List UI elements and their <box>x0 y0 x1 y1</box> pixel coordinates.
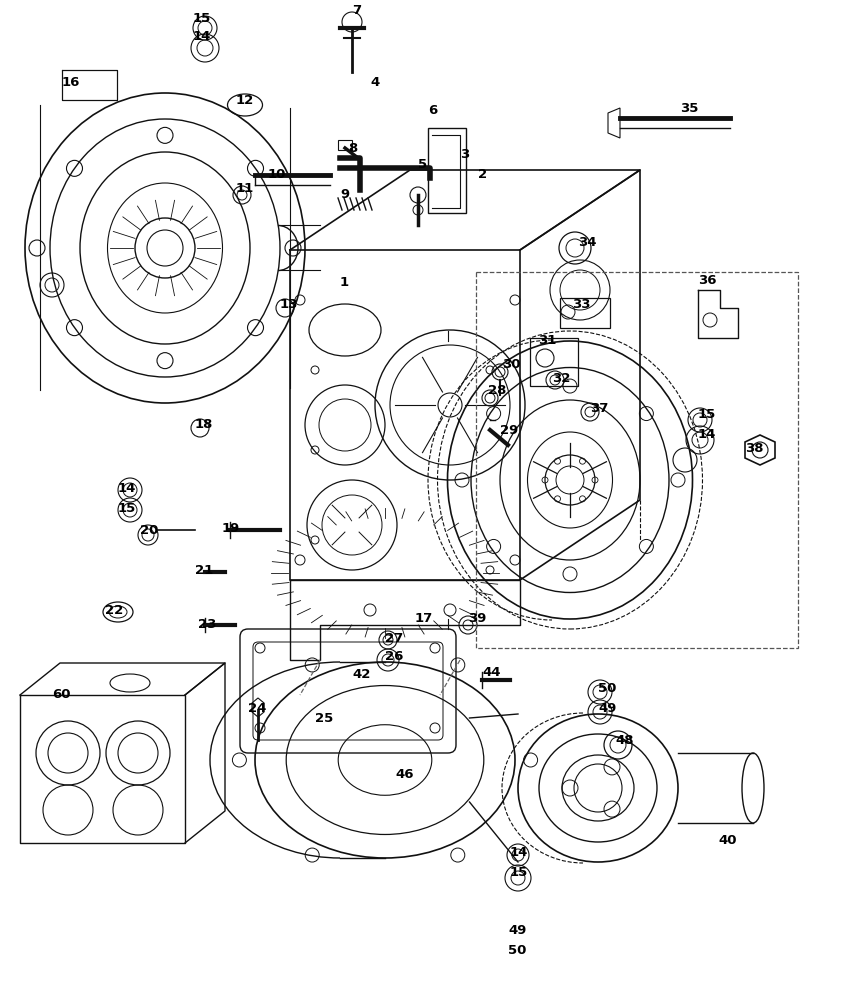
Text: 13: 13 <box>280 298 298 312</box>
Text: 12: 12 <box>236 94 254 106</box>
Bar <box>338 140 352 150</box>
Text: 28: 28 <box>488 383 506 396</box>
Text: 15: 15 <box>510 865 528 879</box>
Text: 10: 10 <box>268 168 287 182</box>
Text: 46: 46 <box>395 768 414 782</box>
Bar <box>560 298 610 328</box>
Text: 49: 49 <box>508 924 527 936</box>
Bar <box>62 70 117 100</box>
Text: 8: 8 <box>348 141 357 154</box>
Text: 20: 20 <box>140 524 159 536</box>
Text: 15: 15 <box>193 11 211 24</box>
Text: 16: 16 <box>62 76 81 89</box>
Text: 60: 60 <box>52 688 70 702</box>
Text: 39: 39 <box>468 611 487 624</box>
Text: 25: 25 <box>315 712 333 724</box>
Text: 18: 18 <box>195 418 214 432</box>
Text: 35: 35 <box>680 102 699 114</box>
Bar <box>428 128 466 213</box>
Text: 21: 21 <box>195 564 213 576</box>
Text: 1: 1 <box>340 275 349 288</box>
Text: 5: 5 <box>418 158 427 172</box>
Text: 15: 15 <box>118 502 137 514</box>
Bar <box>530 338 578 386</box>
Text: 23: 23 <box>198 618 216 632</box>
Text: 19: 19 <box>222 522 240 534</box>
Text: 30: 30 <box>502 359 521 371</box>
Text: 15: 15 <box>698 408 717 422</box>
Text: 42: 42 <box>352 668 371 682</box>
Text: 27: 27 <box>385 632 404 645</box>
Text: 9: 9 <box>340 188 349 202</box>
Text: 17: 17 <box>415 611 433 624</box>
Text: 4: 4 <box>370 76 379 89</box>
Text: 37: 37 <box>590 401 608 414</box>
Text: 38: 38 <box>745 442 763 454</box>
Text: 3: 3 <box>460 148 469 161</box>
Text: 2: 2 <box>478 168 487 182</box>
Text: 33: 33 <box>572 298 590 312</box>
Text: 34: 34 <box>578 235 596 248</box>
Text: 22: 22 <box>105 603 123 616</box>
Text: 36: 36 <box>698 273 717 286</box>
Text: 6: 6 <box>428 104 438 116</box>
Text: 11: 11 <box>236 182 254 194</box>
Text: 44: 44 <box>482 666 500 678</box>
Text: 14: 14 <box>510 846 528 858</box>
Text: 7: 7 <box>352 3 361 16</box>
Text: 24: 24 <box>248 702 266 714</box>
Text: 50: 50 <box>598 682 616 694</box>
Text: 14: 14 <box>698 428 717 442</box>
Text: 40: 40 <box>718 834 737 846</box>
Text: 48: 48 <box>615 734 633 746</box>
Text: 49: 49 <box>598 702 616 714</box>
Text: 50: 50 <box>508 944 527 956</box>
Text: 14: 14 <box>118 482 137 494</box>
Text: 29: 29 <box>500 424 518 436</box>
Text: 14: 14 <box>193 29 211 42</box>
Text: 26: 26 <box>385 650 404 662</box>
Text: 32: 32 <box>552 371 571 384</box>
Text: 31: 31 <box>538 334 556 347</box>
